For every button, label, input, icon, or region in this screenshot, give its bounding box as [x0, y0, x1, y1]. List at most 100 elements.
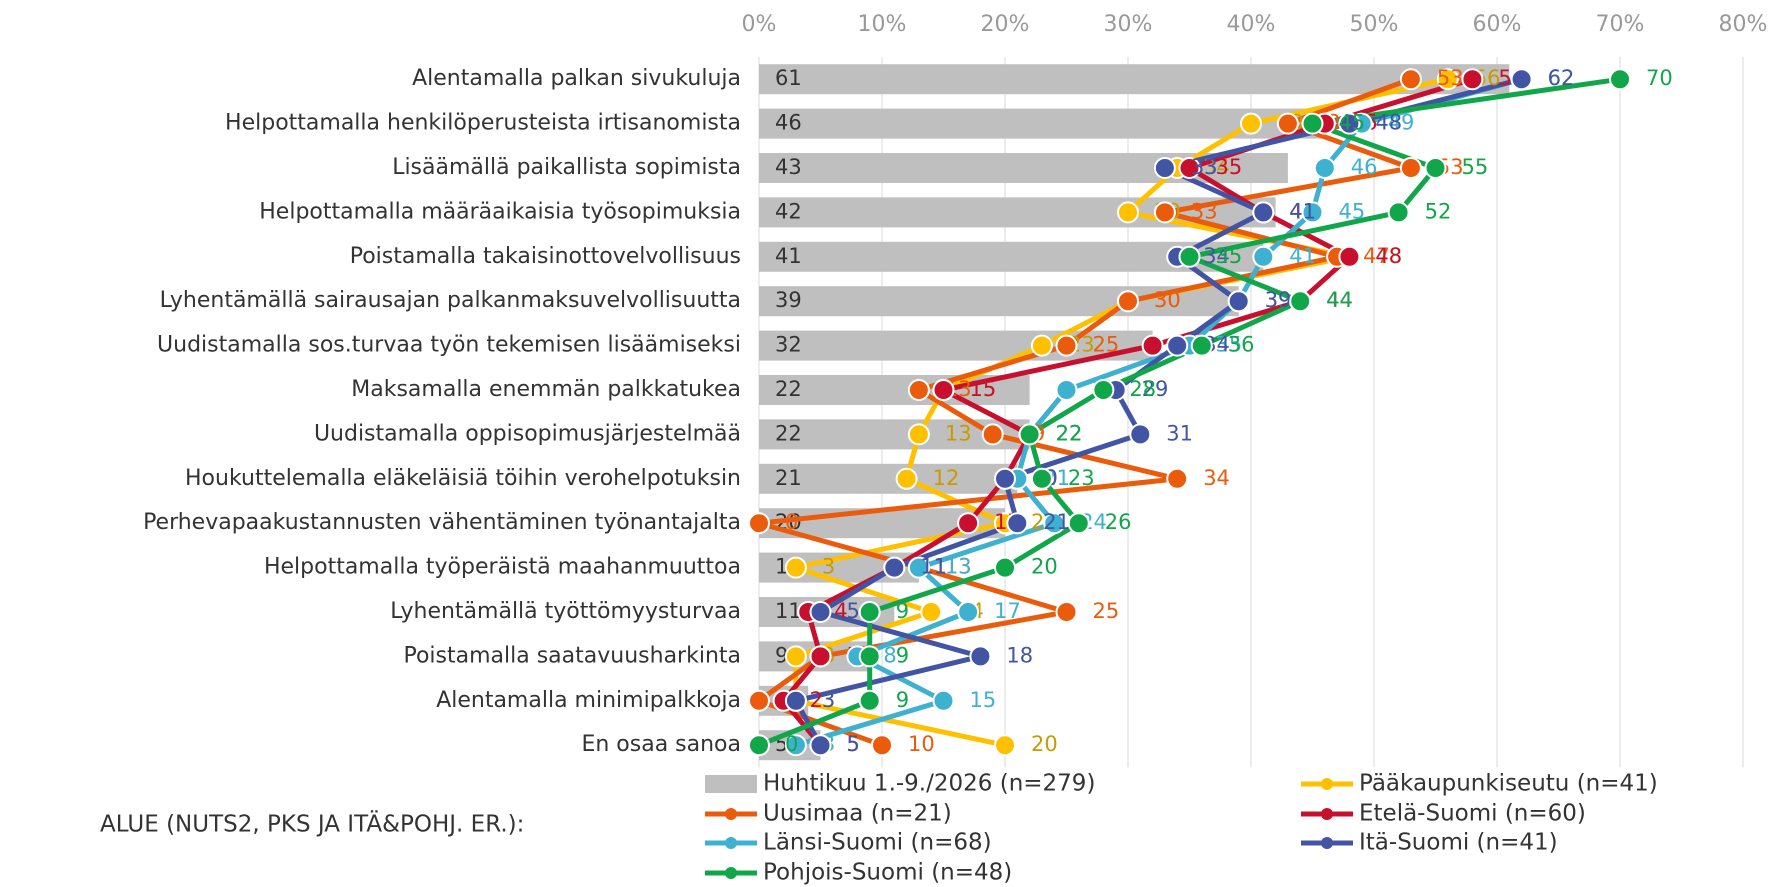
data-label: 22: [1056, 421, 1083, 445]
data-label: 4: [834, 599, 847, 623]
data-label: 35: [1216, 155, 1243, 179]
data-label: 8: [883, 643, 896, 667]
marker: [748, 734, 770, 757]
data-label: 46: [1351, 155, 1378, 179]
marker: [1117, 290, 1139, 313]
data-label: 36: [1228, 333, 1255, 357]
marker: [1338, 112, 1361, 135]
marker: [957, 512, 980, 535]
data-label: 21: [775, 466, 802, 490]
marker: [1055, 601, 1078, 623]
marker: [1129, 423, 1152, 446]
data-label: 0: [785, 510, 798, 534]
marker: [895, 467, 918, 490]
marker: [748, 512, 770, 535]
marker: [1227, 290, 1250, 313]
legend-marker: [725, 837, 737, 849]
data-label: 44: [1326, 288, 1353, 312]
data-label: 62: [1548, 66, 1575, 90]
marker: [1338, 245, 1361, 268]
data-label: 26: [1105, 510, 1132, 534]
data-label: 49: [1388, 111, 1415, 135]
data-label: 43: [775, 155, 802, 179]
bar: [759, 108, 1325, 139]
legend-label: Uusimaa (n=21): [763, 801, 952, 827]
marker: [883, 556, 906, 579]
marker: [858, 601, 881, 623]
data-label: 39: [775, 288, 802, 312]
data-label: 42: [775, 199, 802, 223]
bar: [759, 286, 1239, 317]
data-label: 25: [1093, 599, 1120, 623]
legend-label: Pääkaupunkiseutu (n=41): [1359, 771, 1658, 797]
x-tick-label: 10%: [858, 12, 907, 37]
marker: [994, 467, 1016, 490]
legend-marker: [725, 867, 737, 879]
line: [793, 76, 1449, 748]
line: [781, 76, 1474, 747]
marker: [969, 645, 992, 668]
marker: [784, 556, 807, 579]
marker: [1609, 68, 1631, 91]
data-label: 10: [908, 732, 935, 756]
data-label: 34: [1203, 244, 1230, 268]
marker: [1178, 245, 1201, 268]
x-tick-label: 40%: [1227, 12, 1276, 37]
data-label: 39: [1265, 288, 1292, 312]
data-label: 3: [822, 555, 835, 579]
marker: [1301, 201, 1324, 224]
marker: [1141, 334, 1164, 357]
marker: [994, 734, 1016, 757]
category-label: Helpottamalla henkilöperusteista irtisan…: [225, 111, 741, 136]
category-label: Lisäämällä paikallista sopimista: [392, 155, 741, 180]
data-label: 32: [775, 333, 802, 357]
data-label: 9: [775, 643, 788, 667]
line: [756, 76, 1414, 748]
legend-label: Länsi-Suomi (n=68): [763, 830, 992, 856]
marker: [907, 379, 930, 401]
data-label: 20: [1031, 555, 1058, 579]
data-label: 29: [1142, 377, 1169, 401]
marker: [1436, 68, 1459, 91]
marker: [858, 689, 881, 712]
marker: [784, 689, 807, 712]
data-label: 22: [1056, 421, 1083, 445]
marker: [1153, 157, 1176, 179]
data-label: 30: [1154, 288, 1181, 312]
data-label: 47: [1363, 244, 1390, 268]
data-label: 13: [945, 555, 972, 579]
marker: [784, 645, 807, 668]
legend-marker: [1321, 808, 1333, 820]
data-label: 34: [1203, 155, 1230, 179]
data-label: 41: [1289, 244, 1316, 268]
data-label: 52: [1425, 199, 1452, 223]
marker: [1067, 512, 1090, 535]
legend-label: Itä-Suomi (n=41): [1359, 830, 1558, 856]
x-tick-label: 80%: [1719, 12, 1768, 37]
data-label: 48: [1375, 244, 1402, 268]
category-label: Poistamalla takaisinottovelvollisuus: [350, 244, 741, 269]
data-label: 62: [1548, 66, 1575, 90]
category-label: Maksamalla enemmän palkkatukea: [351, 377, 741, 402]
marker: [1252, 245, 1275, 268]
category-label: Lyhentämällä työttömyysturvaa: [390, 599, 741, 624]
data-label: 22: [1056, 421, 1083, 445]
marker: [748, 689, 770, 712]
line: [758, 76, 1621, 748]
data-label: 35: [1216, 333, 1243, 357]
marker: [1006, 512, 1029, 535]
marker: [1030, 467, 1053, 490]
data-label: 25: [1093, 333, 1120, 357]
marker: [1252, 201, 1275, 224]
category-label: Helpottamalla määräaikaisia työsopimuksi…: [259, 199, 741, 224]
marker: [1461, 68, 1484, 91]
category-label: Alentamalla palkan sivukuluja: [412, 66, 741, 91]
data-label: 33: [1191, 155, 1218, 179]
category-label: En osaa sanoa: [581, 732, 741, 757]
legend-label: Huhtikuu 1.-9./2026 (n=279): [763, 771, 1095, 797]
marker: [809, 601, 832, 623]
marker: [1043, 512, 1066, 535]
data-label: 41: [1289, 199, 1316, 223]
x-tick-label: 50%: [1350, 12, 1399, 37]
